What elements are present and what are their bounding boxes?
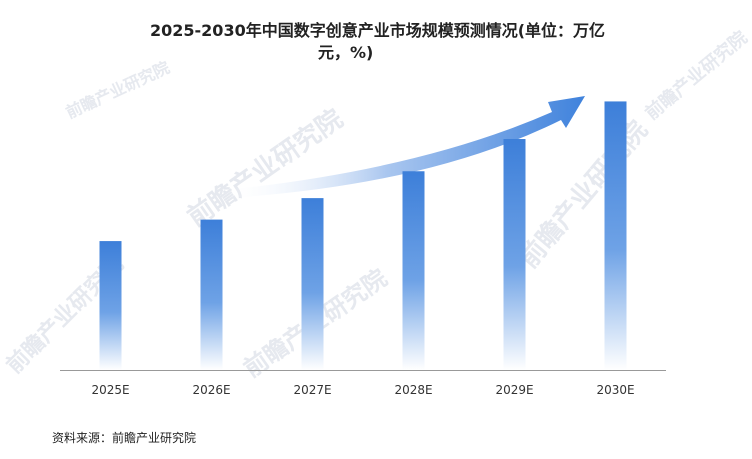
x-tick-label: 2025E (91, 383, 129, 397)
watermark-text: 前瞻产业研究院 (513, 115, 654, 274)
watermark-text: 前瞻产业研究院 (182, 103, 349, 233)
x-tick-label: 2028E (394, 383, 432, 397)
bar-2028E (402, 171, 425, 370)
source-note: 资料来源：前瞻产业研究院 (52, 431, 197, 445)
x-tick-label: 2029E (495, 383, 533, 397)
bar-group (99, 101, 627, 370)
x-tick-label: 2026E (192, 383, 230, 397)
bar-2027E (301, 198, 324, 370)
x-tick-label: 2030E (596, 383, 634, 397)
watermark-text: 前瞻产业研究院 (63, 58, 173, 123)
bar-2026E (200, 219, 223, 370)
trend-arrow (225, 96, 585, 198)
chart-title-line1: 2025-2030年中国数字创意产业市场规模预测情况(单位：万亿 (150, 21, 606, 40)
chart-title-line2: 元，%) (318, 43, 374, 62)
chart-title: 2025-2030年中国数字创意产业市场规模预测情况(单位：万亿 元，%) (150, 20, 670, 64)
watermark-text: 前瞻产业研究院 (641, 26, 752, 124)
bar-2030E (604, 101, 627, 370)
bar-2029E (503, 139, 526, 370)
x-tick-label: 2027E (293, 383, 331, 397)
bar-2025E (99, 241, 122, 370)
x-tick-group: 2025E 2026E 2027E 2028E 2029E 2030E (91, 383, 634, 397)
